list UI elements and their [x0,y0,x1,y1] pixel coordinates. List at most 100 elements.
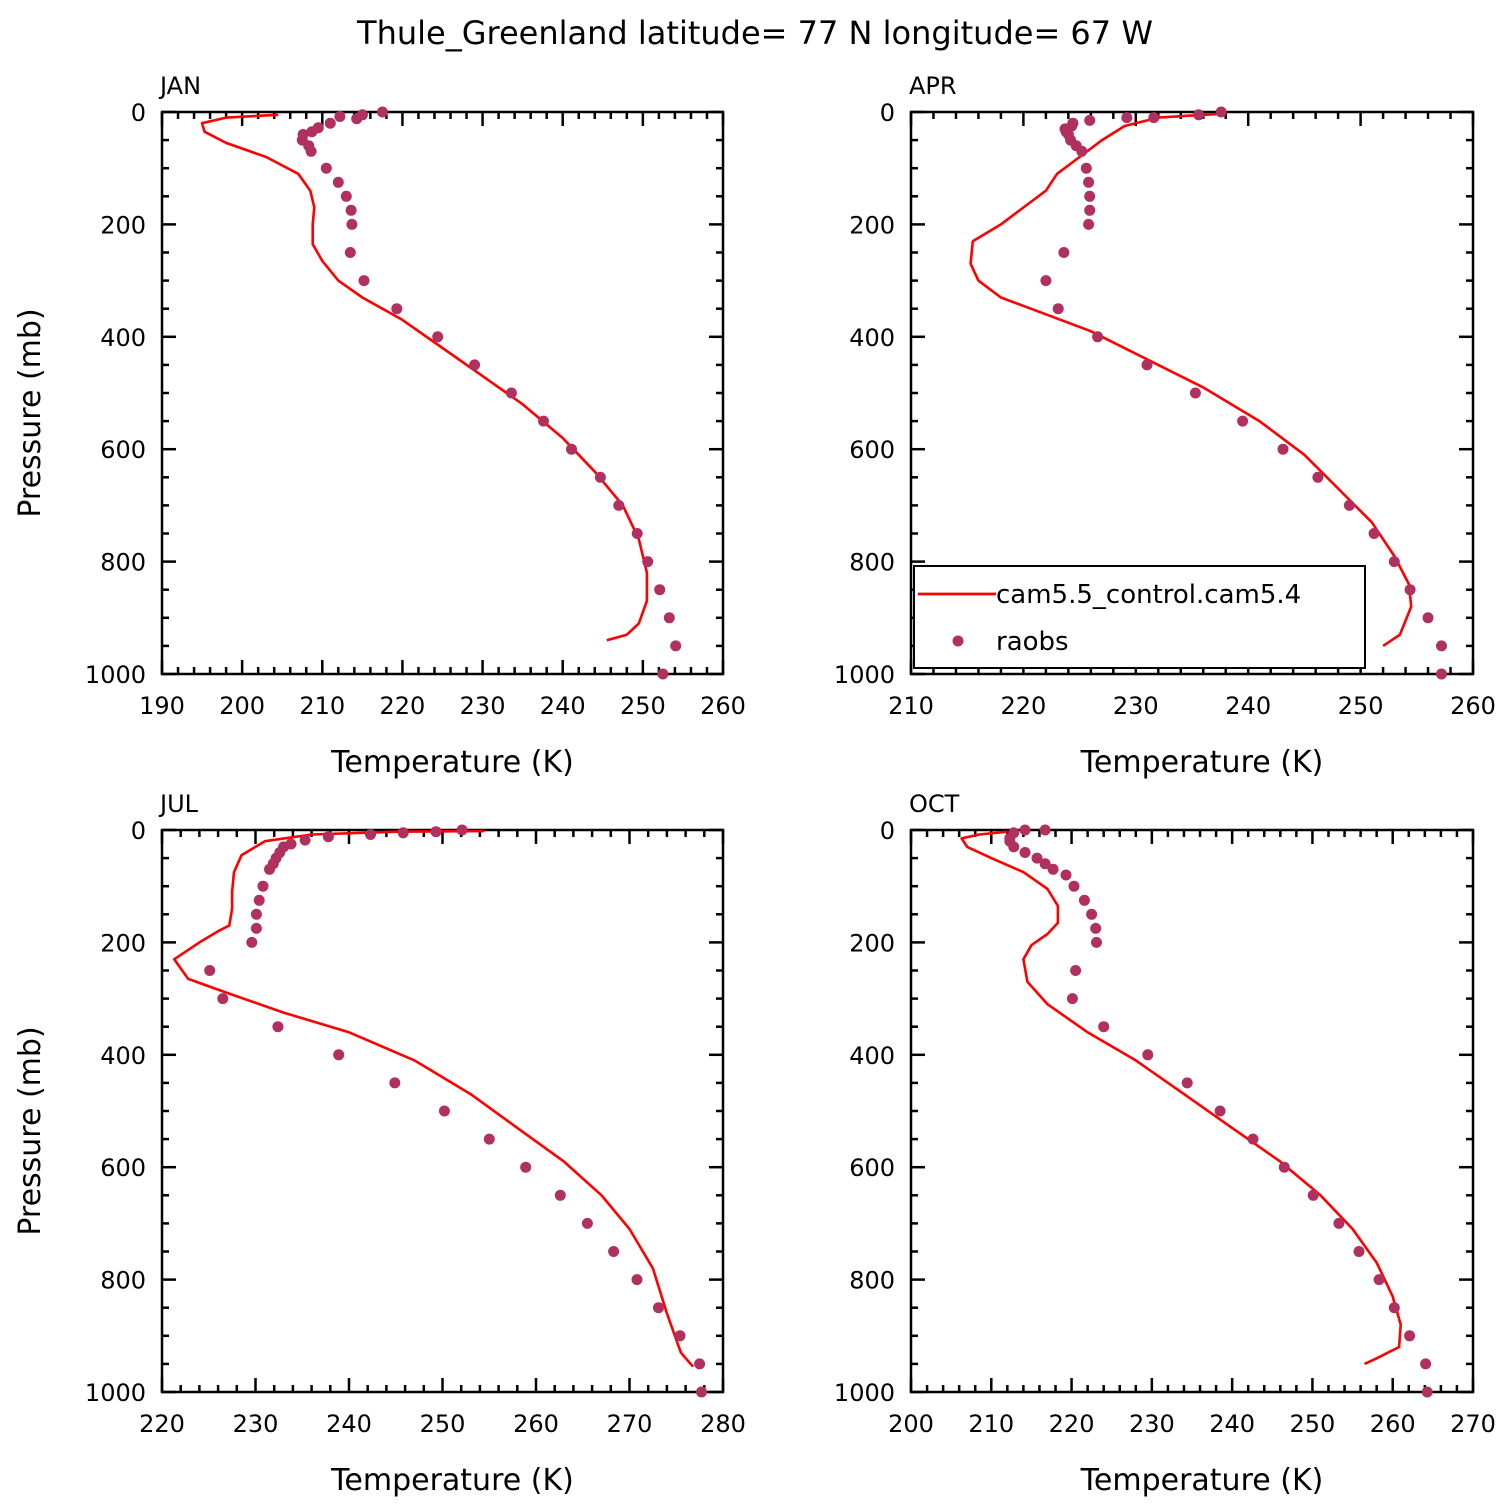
raobs-point [1214,1105,1226,1117]
raobs-point [1353,1246,1365,1257]
raobs-point [694,1358,706,1370]
raobs-point [1078,894,1090,906]
panel-label: OCT [909,790,960,818]
raobs-point [642,556,654,568]
raobs-point [1066,993,1078,1005]
raobs-point [631,1274,643,1286]
raobs-point [250,922,262,934]
x-tick-label: 230 [460,692,506,720]
raobs-point [306,126,318,138]
raobs-point [430,826,442,838]
x-tick-label: 280 [700,1410,746,1438]
x-tick-label: 230 [1129,1410,1175,1438]
x-axis-label: Temperature (K) [330,745,574,780]
raobs-point [1091,936,1102,948]
y-tick-label: 1000 [85,661,146,689]
x-tick-label: 230 [233,1410,279,1438]
raobs-point [469,359,481,371]
panel-label: APR [909,72,957,100]
raobs-point [505,387,517,399]
y-tick-label: 600 [100,1154,146,1182]
raobs-point [1237,415,1249,427]
raobs-point [1368,528,1380,539]
raobs-point [594,471,606,483]
raobs-point [1083,218,1095,230]
raobs-point [1008,841,1020,853]
raobs-point [1121,112,1133,124]
raobs-point [264,863,275,875]
raobs-point [1333,1217,1345,1229]
raobs-point [631,528,643,539]
panel-label: JAN [158,72,201,100]
raobs-point [305,145,317,157]
y-tick-label: 800 [100,549,146,577]
raobs-point [1373,1274,1385,1286]
raobs-point [272,1021,284,1033]
y-tick-label: 600 [849,436,895,464]
raobs-point [358,275,370,287]
panel-jul: JUL 220 230 240 250 260 270 280 0 200 400 600 800 100… [13,790,746,1498]
raobs-point [456,824,468,836]
raobs-point [322,831,334,843]
x-tick-label: 250 [420,1410,466,1438]
raobs-point [365,829,376,840]
y-axis-label: Pressure (mb) [13,308,48,517]
x-tick-label: 270 [1450,1410,1496,1438]
x-axis-label: Temperature (K) [330,1463,574,1498]
model-profile-line [200,113,649,642]
panel-apr: APR 210 220 230 240 250 260 0 200 400 600 800 1000 Te… [834,72,1496,780]
raobs-point [613,499,625,511]
x-axis-label: Temperature (K) [1080,1463,1324,1498]
x-tick-label: 220 [1049,1410,1095,1438]
raobs-point [483,1133,495,1145]
raobs-point [1080,162,1092,174]
raobs-point [1404,1330,1416,1342]
y-tick-label: 600 [100,436,146,464]
raobs-point [246,936,258,948]
x-tick-label: 210 [968,1410,1014,1438]
model-profile-line [172,829,695,1368]
raobs-point [1307,1189,1319,1201]
x-tick-label: 210 [299,692,345,720]
x-tick-label: 260 [1370,1410,1416,1438]
y-tick-label: 0 [880,99,895,127]
y-tick-label: 800 [849,549,895,577]
raobs-point [1086,908,1098,920]
legend-box [913,565,1366,669]
raobs-point [1090,922,1102,934]
x-tick-label: 260 [513,1410,559,1438]
x-tick-label: 200 [219,692,265,720]
raobs-point [1039,824,1051,836]
x-tick-label: 250 [1338,692,1384,720]
raobs-point [1019,824,1031,836]
panel-group: JAN 190 200 210 220 230 240 250 260 0 200 400 600 800… [13,72,1496,1498]
model-profile-line [969,112,1413,647]
raobs-point [566,443,577,455]
raobs-point [520,1161,532,1173]
raobs-point [1052,303,1064,315]
raobs-point [1148,112,1160,124]
y-tick-label: 0 [131,817,146,845]
raobs-point [320,162,332,174]
x-axis-label: Temperature (K) [1080,745,1324,780]
raobs-point [340,190,352,202]
y-tick-label: 800 [100,1267,146,1295]
raobs-point [217,993,229,1005]
raobs-point [1076,145,1088,157]
x-tick-label: 240 [540,692,586,720]
raobs-point [657,668,669,680]
raobs-point [1098,1021,1110,1033]
x-tick-label: 190 [139,692,185,720]
y-tick-label: 200 [849,211,895,239]
raobs-point [438,1105,450,1117]
raobs-point [299,834,311,846]
raobs-point [1083,176,1095,188]
raobs-point [608,1246,620,1257]
raobs-point [1421,1386,1433,1398]
raobs-point [1039,858,1051,870]
figure-title: Thule_Greenland latitude= 77 N longitude… [356,14,1153,52]
raobs-point [1084,114,1096,126]
y-tick-label: 0 [131,99,146,127]
x-tick-label: 220 [1000,692,1046,720]
